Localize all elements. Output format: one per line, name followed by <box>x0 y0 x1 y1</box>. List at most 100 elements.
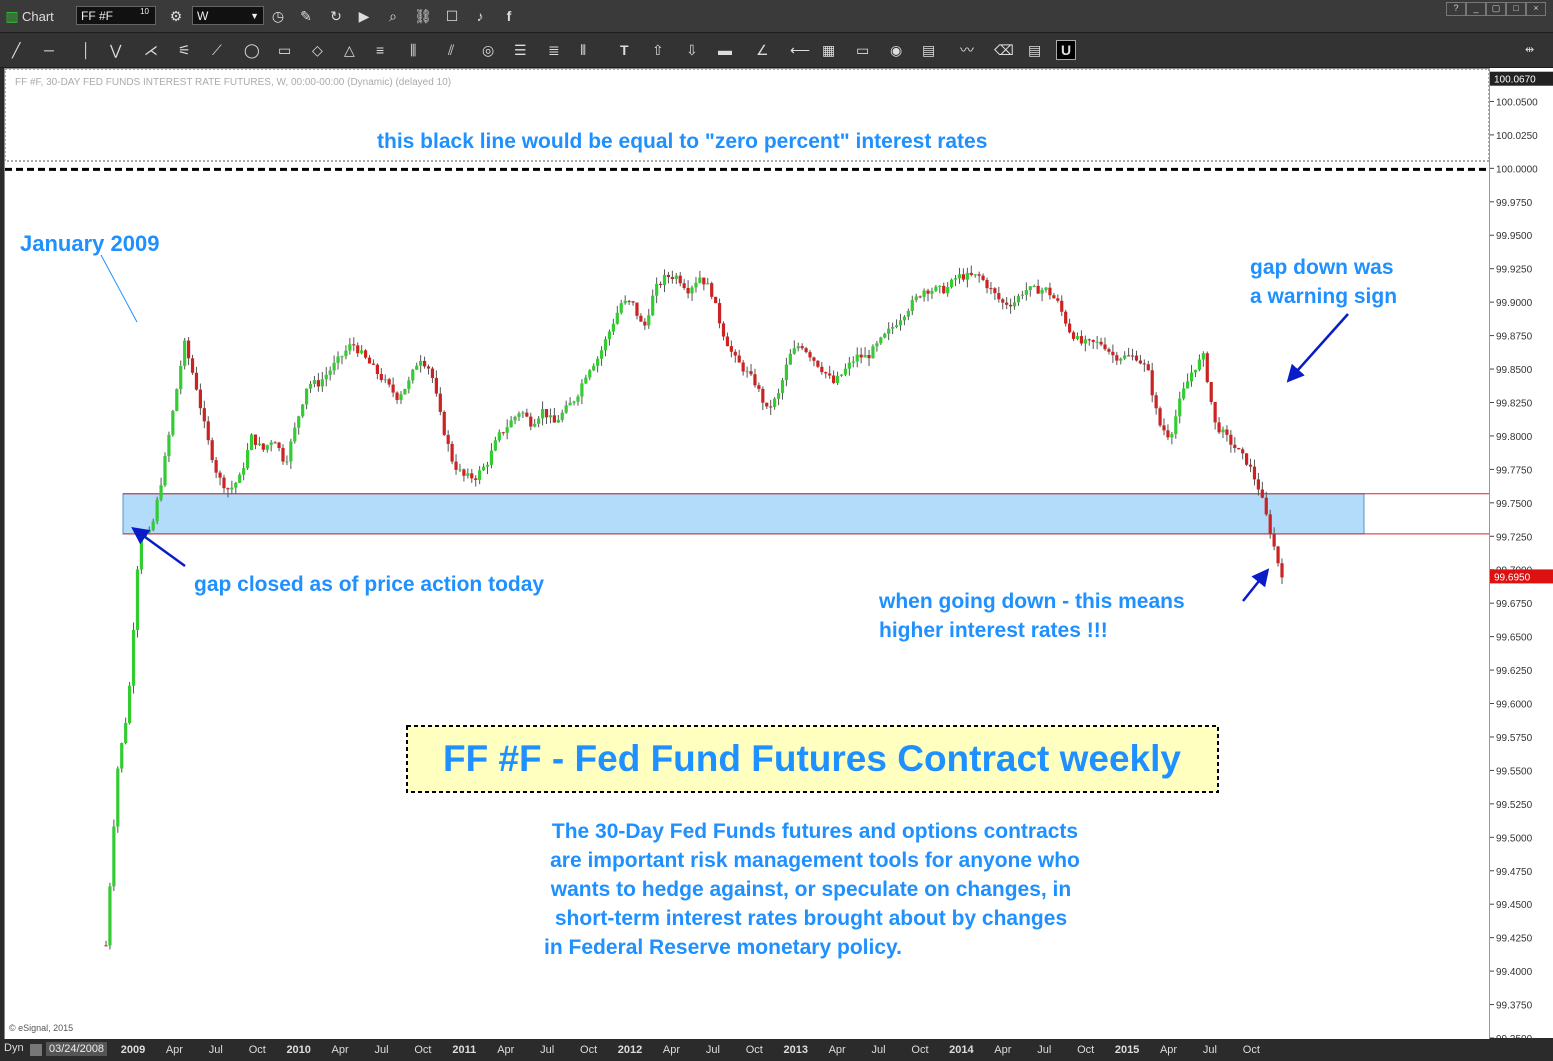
triangle-tool-icon[interactable]: △ <box>344 42 355 58</box>
candle-body <box>340 356 344 358</box>
fan-tool-icon[interactable]: ⋌ <box>144 42 158 58</box>
diamond-tool-icon[interactable]: ◇ <box>312 42 323 58</box>
candle-body <box>175 389 179 411</box>
play-icon[interactable]: ▶ <box>358 8 370 24</box>
bars-tool-icon[interactable]: ⦀ <box>580 42 587 58</box>
restore-button[interactable]: ▢ <box>1486 2 1506 16</box>
dyn-label[interactable]: Dyn <box>4 1042 24 1054</box>
candle-body <box>808 352 812 358</box>
date-picker-icon[interactable] <box>30 1044 42 1056</box>
candle-body <box>564 405 568 413</box>
candle-body <box>898 320 903 326</box>
candle-body <box>698 277 702 283</box>
arrow-left-tool-icon[interactable]: ⟵ <box>790 42 811 58</box>
arrow-up-tool-icon[interactable]: ⇧ <box>652 42 664 58</box>
grid-tool-icon[interactable]: ▦ <box>822 42 836 58</box>
text-tool-icon[interactable]: T <box>620 42 629 58</box>
candle-body <box>1209 382 1213 402</box>
comment-icon[interactable]: ☐ <box>445 8 459 24</box>
gap-down-note-1: gap down was <box>1250 256 1394 279</box>
gap-zone-rect <box>122 493 1365 535</box>
close-button[interactable]: × <box>1526 2 1546 16</box>
going-down-note-2: higher interest rates !!! <box>879 619 1108 642</box>
zigzag-tool-icon[interactable]: ⋁ <box>110 42 122 58</box>
maximize-button[interactable]: □ <box>1506 2 1526 16</box>
candle-body <box>615 312 619 324</box>
candle-body <box>430 368 435 378</box>
candle-body <box>139 536 143 570</box>
pencil-icon[interactable]: ✎ <box>300 8 312 24</box>
trendline-tool-icon[interactable]: ╱ <box>12 42 21 58</box>
candle-body <box>1217 422 1221 433</box>
wave-tool-icon[interactable]: 〰 <box>960 42 974 58</box>
horizontal-line-tool-icon[interactable]: ─ <box>44 42 54 58</box>
parallel-tool-icon[interactable]: ⫽ <box>448 42 455 58</box>
block-tool-icon[interactable]: ▬ <box>718 42 732 58</box>
gann-tool-icon[interactable]: ⟋ <box>212 42 222 58</box>
y-tick-label: 99.8000 <box>1496 432 1533 443</box>
start-date[interactable]: 03/24/2008 <box>46 1042 108 1056</box>
candle-body <box>238 474 242 483</box>
settings-icon[interactable]: ⚙ <box>169 8 183 24</box>
arrow-down-tool-icon[interactable]: ⇩ <box>686 42 698 58</box>
refresh-icon[interactable]: ↻ <box>330 8 342 24</box>
interval-select[interactable]: W ▼ <box>192 6 264 25</box>
candle-body <box>450 443 454 462</box>
moe-tool-icon[interactable]: ▭ <box>856 42 870 58</box>
top-value-label: 100.0670 <box>1494 75 1536 86</box>
candle-body <box>737 355 741 363</box>
circle-tool-icon[interactable]: ◎ <box>482 42 495 58</box>
cycle-tool-icon[interactable]: ⫼ <box>410 42 417 58</box>
clock-icon[interactable]: ◷ <box>271 8 285 24</box>
eye-tool-icon[interactable]: ◉ <box>890 42 903 58</box>
search-icon[interactable]: ⌕ <box>389 8 397 24</box>
chart-plot-area[interactable]: FF #F, 30-DAY FED FUNDS INTEREST RATE FU… <box>4 68 1490 1040</box>
candle-body <box>1225 429 1229 435</box>
x-axis[interactable]: Dyn 03/24/2008 2009 Apr Jul Oct 2010 Apr Jul Oc… <box>0 1039 1553 1061</box>
link-icon[interactable]: ⛓ <box>414 8 432 24</box>
list-tool-icon[interactable]: ☰ <box>514 42 527 58</box>
candle-body <box>316 380 320 387</box>
candle-body <box>666 274 671 278</box>
symbol-input[interactable]: FF #F 10 <box>76 6 156 25</box>
candle-body <box>1248 464 1253 467</box>
x-tick-label: Jul <box>872 1044 886 1056</box>
candle-body <box>261 443 265 450</box>
pti-tool-icon[interactable]: ▤ <box>922 42 936 58</box>
candle-body <box>867 355 871 359</box>
candle-body <box>324 374 328 380</box>
stack-tool-icon[interactable]: ▤ <box>1028 42 1042 58</box>
candle-body <box>1174 416 1178 435</box>
candle-body <box>891 326 895 329</box>
channel-tool-icon[interactable]: ≡ <box>376 42 385 58</box>
minimize-button[interactable]: _ <box>1466 2 1486 16</box>
panel-toggle-icon[interactable]: ⇹ <box>1525 44 1535 56</box>
candle-body <box>989 288 993 290</box>
y-tick-label: 99.8750 <box>1496 332 1533 343</box>
twitter-icon[interactable]: ♪ <box>476 8 484 24</box>
candle-body <box>478 470 482 480</box>
y-tick-label: 99.9000 <box>1496 298 1533 309</box>
candle-body <box>922 290 926 297</box>
x-tick-label: Jul <box>374 1044 388 1056</box>
angle-tool-icon[interactable]: ∠ <box>756 42 769 58</box>
facebook-icon[interactable]: f <box>506 8 512 24</box>
lines-tool-icon[interactable]: ≣ <box>548 42 560 58</box>
candle-body <box>1095 341 1099 343</box>
gap-closed-note: gap closed as of price action today <box>194 573 544 596</box>
eraser-tool-icon[interactable]: ⌫ <box>994 42 1014 58</box>
magnet-tool-icon[interactable]: U <box>1056 40 1077 60</box>
candle-body <box>293 427 297 442</box>
vertical-line-tool-icon[interactable]: │ <box>82 42 91 58</box>
ellipse-tool-icon[interactable]: ◯ <box>244 42 260 58</box>
rectangle-tool-icon[interactable]: ▭ <box>278 42 292 58</box>
y-tick-label: 99.6500 <box>1496 633 1533 644</box>
candle-body <box>631 301 635 303</box>
candle-body <box>997 293 1001 300</box>
y-axis[interactable]: 100.0500 100.0250 100.0000 99.9750 99.9500 99… <box>1489 68 1553 1045</box>
candle-body <box>1036 285 1040 294</box>
y-tick-label: 99.4500 <box>1496 900 1533 911</box>
help-button[interactable]: ? <box>1446 2 1466 16</box>
fib-tool-icon[interactable]: ⚟ <box>178 42 191 58</box>
x-tick-label: Jul <box>209 1044 223 1056</box>
